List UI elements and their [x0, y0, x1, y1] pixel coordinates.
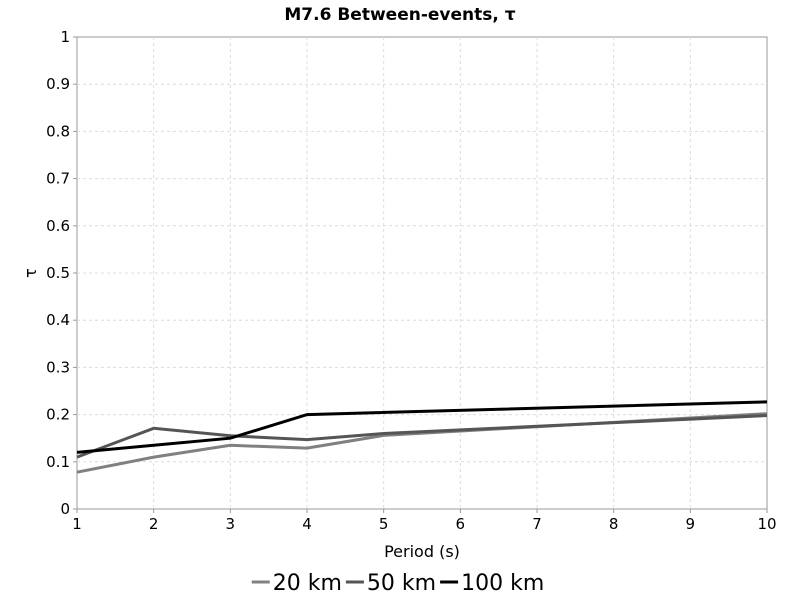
x-tick-label: 3	[226, 515, 236, 533]
chart-title: M7.6 Between-events, τ	[284, 5, 515, 25]
y-tick-label: 1	[60, 28, 70, 46]
legend: 20 km 50 km 100 km	[251, 571, 544, 596]
x-tick-label: 4	[302, 515, 312, 533]
legend-item-50-km: 50 km	[345, 571, 436, 596]
axis-ticks: 1 2 3 4 5 6 7 8 9 10 0 0.1 0.2 0.3 0.4 0.5 0.6 0.7 0.8 0.9 1	[46, 28, 776, 533]
x-tick-label: 7	[532, 515, 542, 533]
x-tick-label: 8	[609, 515, 619, 533]
y-tick-label: 0.6	[46, 217, 70, 235]
series-line-100-km	[76, 400, 768, 454]
y-tick-label: 0.2	[46, 406, 70, 424]
legend-label: 50 km	[367, 571, 436, 596]
y-tick-label: 0.9	[46, 75, 70, 93]
x-axis-label: Period (s)	[384, 542, 460, 561]
legend-item-100-km: 100 km	[440, 571, 544, 596]
x-tick-label: 5	[379, 515, 389, 533]
y-tick-label: 0	[60, 500, 70, 518]
legend-label: 100 km	[461, 571, 544, 596]
y-axis-label: τ	[21, 268, 40, 278]
y-tick-label: 0.5	[46, 264, 70, 282]
series-line-50-km	[76, 414, 768, 459]
y-tick-label: 0.4	[46, 311, 70, 329]
x-tick-label: 6	[456, 515, 466, 533]
x-tick-label: 1	[72, 515, 82, 533]
y-tick-label: 0.7	[46, 170, 70, 188]
y-tick-label: 0.3	[46, 358, 70, 376]
x-tick-label: 9	[686, 515, 696, 533]
x-tick-label: 2	[149, 515, 159, 533]
x-tick-label: 10	[757, 515, 776, 533]
series-lines	[76, 400, 768, 474]
legend-item-20-km: 20 km	[251, 571, 342, 596]
grid	[77, 37, 767, 509]
y-tick-label: 0.8	[46, 122, 70, 140]
legend-label: 20 km	[273, 571, 342, 596]
y-tick-label: 0.1	[46, 453, 70, 471]
